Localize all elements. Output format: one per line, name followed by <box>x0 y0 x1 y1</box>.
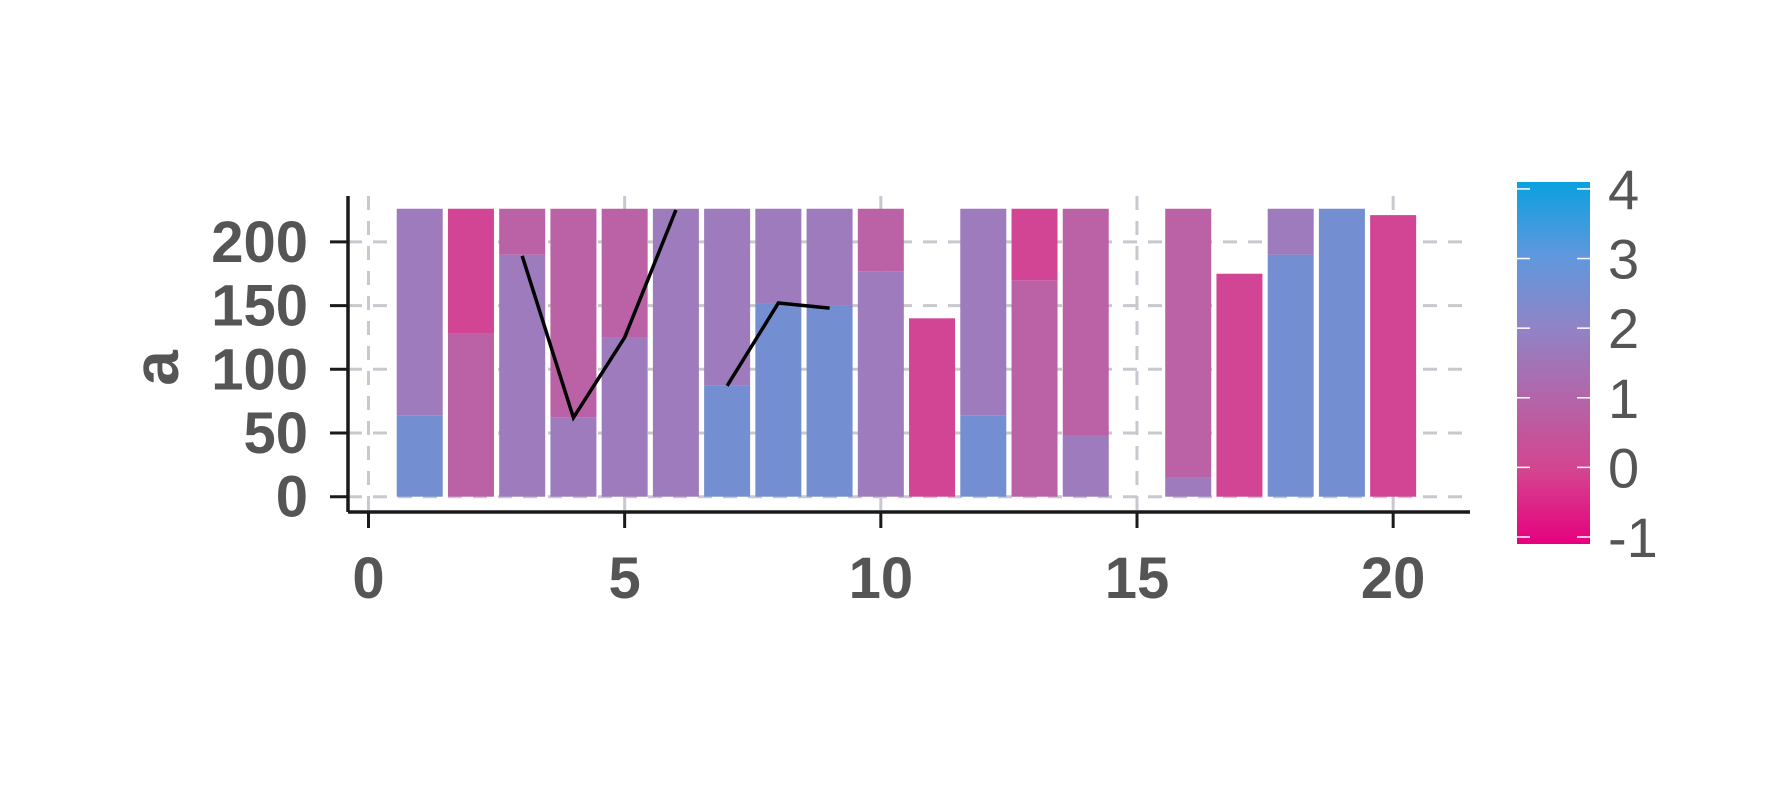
bar-2-segment-1 <box>447 333 494 497</box>
bar-19-segment-1 <box>1318 208 1365 497</box>
bar-20-segment-1 <box>1370 215 1417 497</box>
colorbar-gradient <box>1517 182 1590 544</box>
bar-9-segment-2 <box>806 208 853 306</box>
line-series-2 <box>725 301 830 387</box>
bar-13-segment-1 <box>1011 280 1058 497</box>
bar-13-segment-2 <box>1011 208 1058 281</box>
y-tick-label-200: 200 <box>211 210 308 275</box>
bar-8-segment-2 <box>755 208 802 304</box>
bar-18-segment-1 <box>1267 254 1314 497</box>
bar-7-segment-2 <box>704 208 751 386</box>
bar-5-segment-2 <box>601 208 648 338</box>
colorbar: -1 01 23 4 <box>1517 158 1658 569</box>
line-series <box>520 209 830 422</box>
bar-16-segment-1 <box>1165 477 1212 497</box>
bar-2-segment-2 <box>447 208 494 334</box>
bar-7-segment-1 <box>704 385 751 497</box>
x-tick-label-5: 5 <box>609 546 641 611</box>
x-tick-label-10: 10 <box>849 546 914 611</box>
x-tick-label-0: 0 <box>352 546 384 611</box>
bar-8-segment-1 <box>755 303 802 497</box>
colorbar-tick-label-4: 4 <box>1608 158 1639 221</box>
bar-10-segment-2 <box>857 208 904 272</box>
bar-17-segment-1 <box>1216 273 1263 497</box>
bar-3-segment-1 <box>499 254 546 497</box>
x-tick-label-15: 15 <box>1105 546 1170 611</box>
bar-1-segment-1 <box>396 415 443 497</box>
colorbar-tick-label-2: 2 <box>1608 297 1639 360</box>
bar-11-segment-1 <box>909 318 956 497</box>
line-series-1 <box>520 209 678 422</box>
bar-9-segment-1 <box>806 305 853 497</box>
y-tick-label-150: 150 <box>211 274 308 339</box>
y-tick-label-50: 50 <box>243 401 308 466</box>
y-tick-label-0: 0 <box>276 465 308 530</box>
bars <box>396 208 1417 497</box>
colorbar-tick-label-3: 3 <box>1608 228 1639 291</box>
bar-16-segment-2 <box>1165 208 1212 478</box>
bar-12-segment-2 <box>960 208 1007 416</box>
bar-10-segment-1 <box>857 271 904 497</box>
bar-1-segment-2 <box>396 208 443 416</box>
axes <box>330 196 1470 528</box>
bar-4-segment-2 <box>550 208 597 418</box>
bar-14-segment-1 <box>1062 435 1109 497</box>
colorbar-tick-label-0: 0 <box>1608 436 1639 499</box>
colorbar-tick-label-1: 1 <box>1608 367 1639 430</box>
bar-14-segment-2 <box>1062 208 1109 436</box>
bar-3-segment-2 <box>499 208 546 255</box>
colorbar-tick-label--1: -1 <box>1608 506 1658 569</box>
bar-18-segment-2 <box>1267 208 1314 255</box>
bar-6-segment-1 <box>652 208 699 497</box>
y-tick-label-100: 100 <box>211 337 308 402</box>
bar-4-segment-1 <box>550 417 597 497</box>
x-tick-label-20: 20 <box>1361 546 1426 611</box>
y-axis-label: a <box>120 350 192 386</box>
bar-12-segment-1 <box>960 415 1007 497</box>
